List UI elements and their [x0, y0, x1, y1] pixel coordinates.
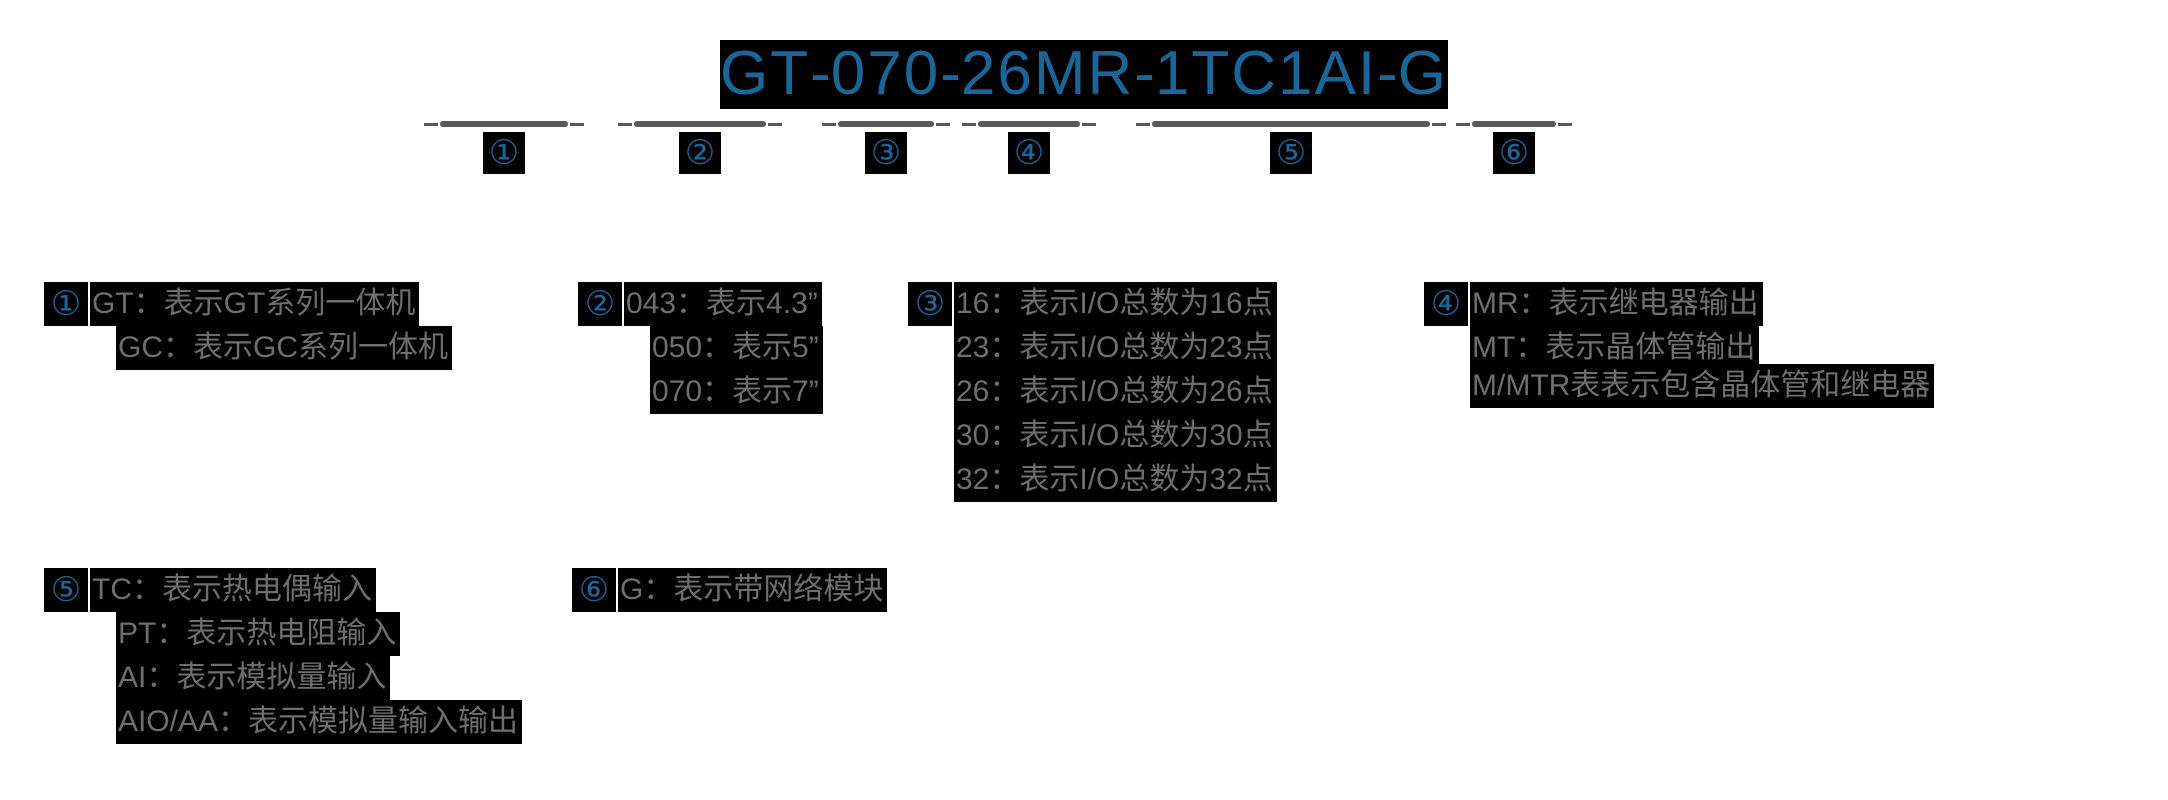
legend-line: AIO/AA：表示模拟量输入输出 — [116, 700, 523, 744]
legend-line: 23：表示I/O总数为23点 — [954, 326, 1277, 370]
legend-marker-3: ③ — [908, 282, 952, 326]
segment-marker-6: ⑥ — [1493, 132, 1535, 174]
legend-marker-1: ① — [44, 282, 88, 326]
legend-marker-2: ② — [578, 282, 622, 326]
legend-marker-6: ⑥ — [572, 568, 616, 612]
legend-line: AI：表示模拟量输入 — [116, 656, 391, 700]
legend-line: PT：表示热电阻输入 — [116, 612, 401, 656]
model-segment-io: 26 — [960, 39, 1034, 108]
legend-marker-4: ④ — [1424, 282, 1468, 326]
legend-line: GC：表示GC系列一体机 — [116, 326, 452, 370]
model-separator-1: - — [810, 39, 831, 108]
legend-line: 070：表示7” — [650, 370, 823, 414]
legend-line: 050：表示5” — [650, 326, 823, 370]
bracket-2 — [618, 121, 782, 127]
legend-lines-3: 16：表示I/O总数为16点 23：表示I/O总数为23点 26：表示I/O总数… — [954, 282, 1277, 502]
segment-markers: ① ② ③ ④ ⑤ ⑥ — [0, 132, 2168, 180]
segment-marker-5: ⑤ — [1270, 132, 1312, 174]
segment-marker-3: ③ — [865, 132, 907, 174]
bracket-1 — [424, 121, 584, 127]
legend-block-5: ⑤ TC：表示热电偶输入 PT：表示热电阻输入 AI：表示模拟量输入 AIO/A… — [44, 568, 523, 744]
legend-lines-4: MR：表示继电器输出 MT：表示晶体管输出 M/MTR表表示包含晶体管和继电器 — [1470, 282, 1935, 408]
legend-lines-2: 043：表示4.3” 050：表示5” 070：表示7” — [624, 282, 823, 414]
legend-lines-6: G：表示带网络模块 — [618, 568, 888, 612]
model-number-band: GT - 070 - 26 MR - 1TC1AI - G — [719, 39, 1448, 110]
bracket-4 — [962, 121, 1096, 127]
legend-line: MR：表示继电器输出 — [1470, 282, 1763, 326]
legend-block-3: ③ 16：表示I/O总数为16点 23：表示I/O总数为23点 26：表示I/O… — [908, 282, 1277, 502]
model-separator-2: - — [940, 39, 961, 108]
legend-line: 16：表示I/O总数为16点 — [954, 282, 1277, 326]
model-separator-3: - — [1134, 39, 1155, 108]
model-segment-series: GT — [719, 39, 811, 108]
bracket-5 — [1136, 121, 1446, 127]
segment-marker-2: ② — [679, 132, 721, 174]
model-segment-analog: 1TC1AI — [1154, 39, 1378, 108]
bracket-6 — [1456, 121, 1572, 127]
legend-block-4: ④ MR：表示继电器输出 MT：表示晶体管输出 M/MTR表表示包含晶体管和继电… — [1424, 282, 1935, 408]
model-segment-output: MR — [1033, 39, 1135, 108]
legend-line: MT：表示晶体管输出 — [1470, 326, 1760, 370]
legend-block-2: ② 043：表示4.3” 050：表示5” 070：表示7” — [578, 282, 823, 414]
legend-lines-5: TC：表示热电偶输入 PT：表示热电阻输入 AI：表示模拟量输入 AIO/AA：… — [90, 568, 523, 744]
legend-line: 26：表示I/O总数为26点 — [954, 370, 1277, 414]
legend-line: TC：表示热电偶输入 — [90, 568, 376, 612]
segment-marker-4: ④ — [1008, 132, 1050, 174]
model-segment-size: 070 — [830, 39, 941, 108]
bracket-3 — [822, 121, 950, 127]
legend-line: GT：表示GT系列一体机 — [90, 282, 420, 326]
model-number-string: GT - 070 - 26 MR - 1TC1AI - G — [0, 39, 2168, 110]
legend-marker-5: ⑤ — [44, 568, 88, 612]
segment-brackets — [0, 118, 2168, 132]
legend-line: M/MTR表表示包含晶体管和继电器 — [1470, 364, 1935, 408]
model-segment-network: G — [1397, 39, 1448, 108]
legend-line: 043：表示4.3” — [624, 282, 822, 326]
legend-line: 30：表示I/O总数为30点 — [954, 414, 1277, 458]
segment-marker-1: ① — [483, 132, 525, 174]
legend-block-6: ⑥ G：表示带网络模块 — [572, 568, 888, 612]
legend-block-1: ① GT：表示GT系列一体机 GC：表示GC系列一体机 — [44, 282, 452, 370]
legend-lines-1: GT：表示GT系列一体机 GC：表示GC系列一体机 — [90, 282, 452, 370]
model-separator-4: - — [1377, 39, 1398, 108]
legend-line: G：表示带网络模块 — [618, 568, 888, 612]
legend-line: 32：表示I/O总数为32点 — [954, 458, 1277, 502]
